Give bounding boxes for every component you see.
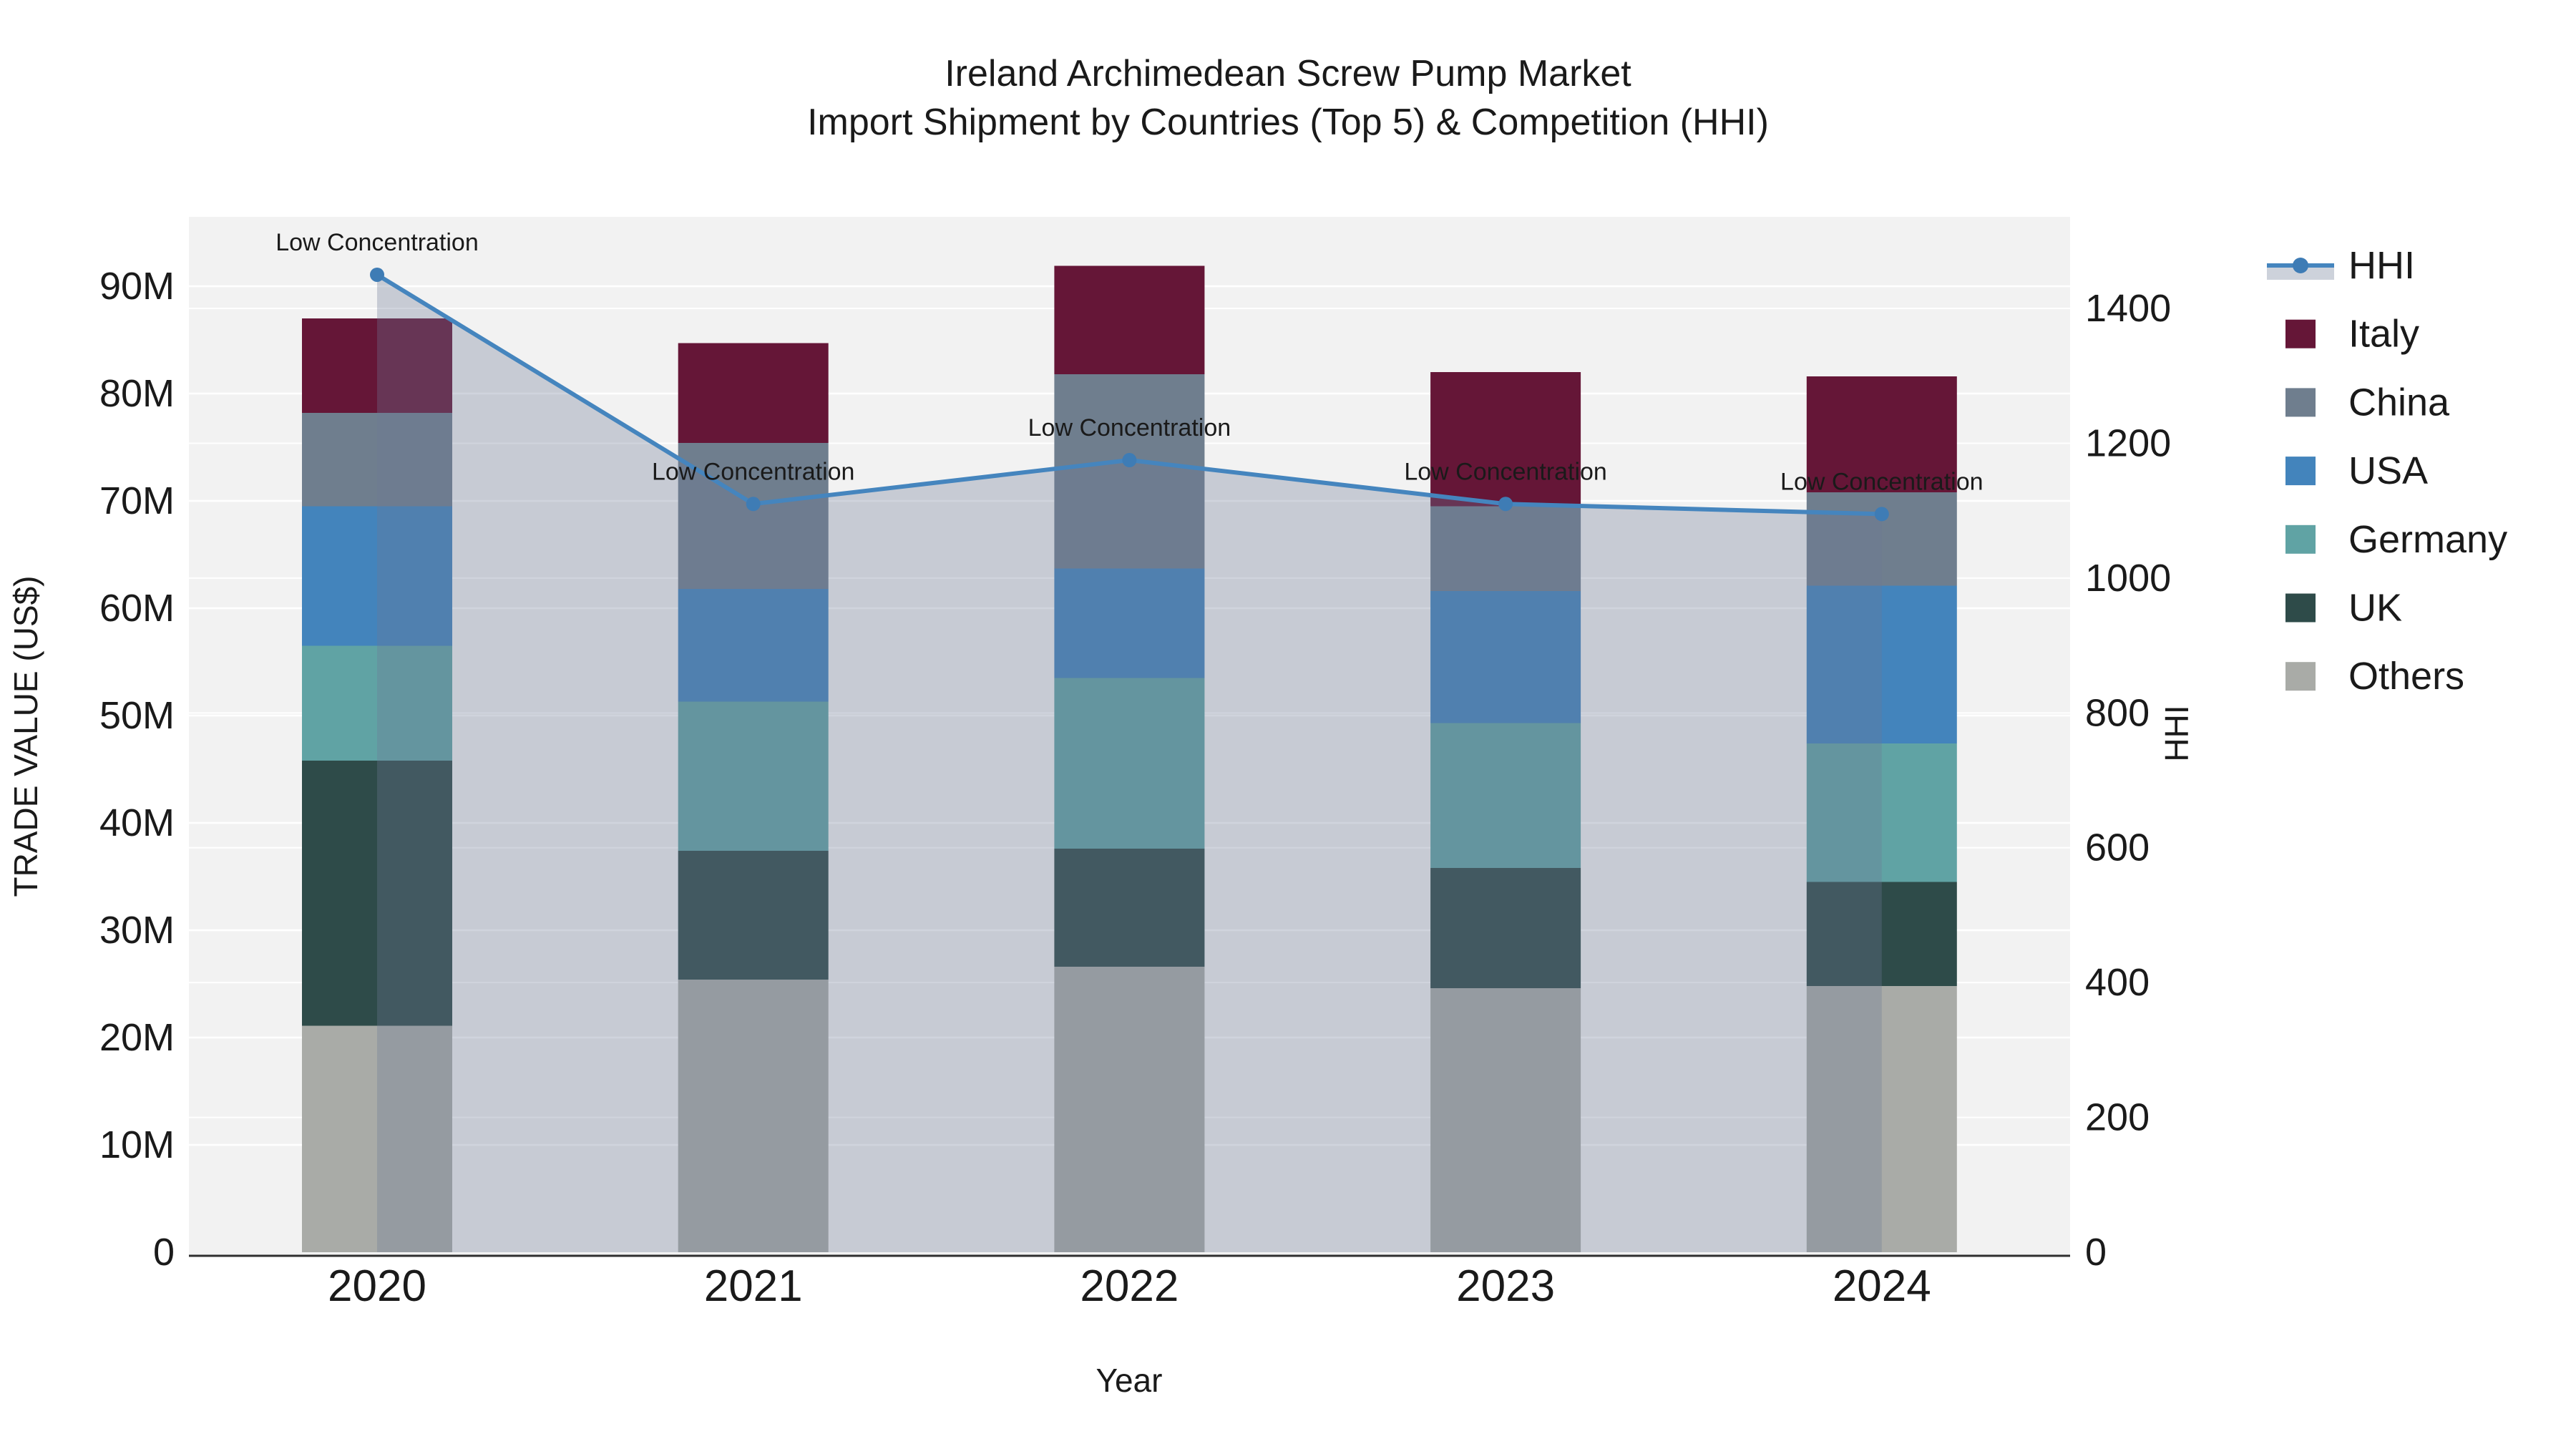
legend-item-hhi[interactable]: HHI bbox=[2267, 244, 2415, 287]
bar-segment-usa-2023[interactable] bbox=[1430, 591, 1581, 723]
bar-segment-uk-2022[interactable] bbox=[1054, 849, 1205, 967]
x-tick-2024: 2024 bbox=[1833, 1262, 1931, 1311]
bar-segment-germany-2023[interactable] bbox=[1430, 723, 1581, 869]
legend-label-others: Others bbox=[2348, 655, 2464, 698]
y-right-tick-0: 0 bbox=[2085, 1231, 2107, 1274]
legend-item-germany[interactable]: Germany bbox=[2285, 518, 2507, 561]
y-left-tick-80M: 80M bbox=[99, 372, 175, 415]
bar-segment-italy-2021[interactable] bbox=[678, 343, 829, 444]
x-tick-2020: 2020 bbox=[328, 1262, 426, 1311]
x-tick-2022: 2022 bbox=[1080, 1262, 1179, 1311]
bar-segment-others-2020[interactable] bbox=[302, 1025, 452, 1253]
bar-segment-others-2021[interactable] bbox=[678, 980, 829, 1252]
y-right-tick-600: 600 bbox=[2085, 826, 2150, 869]
legend-label-italy: Italy bbox=[2348, 313, 2419, 356]
bar-segment-usa-2024[interactable] bbox=[1806, 585, 1957, 744]
annotation-2020: Low Concentration bbox=[275, 229, 479, 256]
legend-label-germany: Germany bbox=[2348, 518, 2507, 561]
bar-segment-uk-2021[interactable] bbox=[678, 851, 829, 980]
legend-hhi-marker-icon bbox=[2293, 258, 2308, 273]
bar-segment-china-2022[interactable] bbox=[1054, 374, 1205, 569]
y-left-tick-40M: 40M bbox=[99, 801, 175, 844]
annotations-group: Low Concentration Low Concentration Low Co… bbox=[275, 229, 1983, 495]
bar-segment-usa-2020[interactable] bbox=[302, 506, 452, 646]
bar-segment-china-2020[interactable] bbox=[302, 413, 452, 507]
bar-segment-germany-2024[interactable] bbox=[1806, 743, 1957, 882]
y-left-tick-90M: 90M bbox=[99, 265, 175, 308]
bar-segment-germany-2021[interactable] bbox=[678, 701, 829, 852]
legend-item-italy[interactable]: Italy bbox=[2285, 313, 2419, 356]
bar-segment-others-2024[interactable] bbox=[1806, 986, 1957, 1252]
legend-swatch-uk bbox=[2285, 593, 2316, 623]
legend-swatch-italy bbox=[2285, 319, 2316, 348]
chart-title-line2: Import Shipment by Countries (Top 5) & C… bbox=[807, 102, 1769, 143]
hhi-area-fill bbox=[377, 275, 1882, 1252]
y-left-tick-70M: 70M bbox=[99, 479, 175, 522]
hhi-markers-group bbox=[370, 267, 1889, 522]
legend-item-uk[interactable]: UK bbox=[2285, 587, 2402, 630]
annotation-2024: Low Concentration bbox=[1780, 468, 1984, 495]
y-right-tick-200: 200 bbox=[2085, 1096, 2150, 1139]
bar-segment-usa-2021[interactable] bbox=[678, 589, 829, 702]
x-tick-2021: 2021 bbox=[704, 1262, 803, 1311]
bar-segment-usa-2022[interactable] bbox=[1054, 568, 1205, 678]
legend-swatch-usa bbox=[2285, 457, 2316, 486]
y-right-tick-1000: 1000 bbox=[2085, 557, 2171, 600]
legend-swatch-china bbox=[2285, 388, 2316, 417]
y-right-tick-1200: 1200 bbox=[2085, 421, 2171, 464]
y-right-tick-400: 400 bbox=[2085, 961, 2150, 1004]
legend-label-china: China bbox=[2348, 381, 2450, 424]
legend-item-others[interactable]: Others bbox=[2285, 655, 2464, 698]
y-left-tick-30M: 30M bbox=[99, 909, 175, 952]
annotation-2021: Low Concentration bbox=[652, 458, 855, 485]
y-axis-left-title: TRADE VALUE (US$) bbox=[7, 575, 44, 897]
legend-label-usa: USA bbox=[2348, 449, 2428, 492]
bar-segment-italy-2024[interactable] bbox=[1806, 376, 1957, 492]
bar-series-group bbox=[302, 265, 1957, 1253]
legend-label-hhi: HHI bbox=[2348, 244, 2415, 287]
y-axis-right-ticks: 0 200 400 600 800 1000 1200 1400 bbox=[2085, 287, 2171, 1274]
bar-segment-italy-2020[interactable] bbox=[302, 318, 452, 413]
chart-title-line1: Ireland Archimedean Screw Pump Market bbox=[945, 53, 1631, 94]
legend-swatch-others bbox=[2285, 662, 2316, 691]
bar-segment-uk-2024[interactable] bbox=[1806, 882, 1957, 987]
x-axis-title: Year bbox=[1096, 1362, 1163, 1399]
bar-segment-italy-2023[interactable] bbox=[1430, 372, 1581, 507]
annotation-2023: Low Concentration bbox=[1404, 458, 1607, 485]
y-left-tick-0: 0 bbox=[153, 1231, 175, 1274]
bar-segment-italy-2022[interactable] bbox=[1054, 265, 1205, 375]
y-axis-right-title: HHI bbox=[2158, 705, 2195, 761]
y-axis-left-ticks: 0 10M 20M 30M 40M 50M 60M 70M 80M 90M bbox=[99, 265, 175, 1274]
hhi-marker-2020[interactable] bbox=[370, 267, 384, 282]
y-left-tick-20M: 20M bbox=[99, 1016, 175, 1059]
y-right-tick-1400: 1400 bbox=[2085, 287, 2171, 330]
legend-item-usa[interactable]: USA bbox=[2285, 449, 2428, 492]
legend-label-uk: UK bbox=[2348, 587, 2402, 630]
x-axis-ticks: 2020 2021 2022 2023 2024 bbox=[328, 1262, 1931, 1311]
annotation-2022: Low Concentration bbox=[1028, 414, 1231, 441]
legend: HHI Italy China USA Germany UK Others bbox=[2267, 244, 2507, 698]
hhi-marker-2022[interactable] bbox=[1122, 453, 1137, 468]
y-left-tick-10M: 10M bbox=[99, 1123, 175, 1166]
x-tick-2023: 2023 bbox=[1456, 1262, 1555, 1311]
y-left-tick-60M: 60M bbox=[99, 587, 175, 630]
bar-segment-germany-2020[interactable] bbox=[302, 645, 452, 761]
bar-segment-uk-2020[interactable] bbox=[302, 761, 452, 1026]
y-right-tick-800: 800 bbox=[2085, 691, 2150, 734]
hhi-marker-2024[interactable] bbox=[1874, 507, 1889, 522]
hhi-marker-2023[interactable] bbox=[1498, 497, 1513, 512]
hhi-marker-2021[interactable] bbox=[746, 497, 761, 512]
legend-swatch-germany bbox=[2285, 525, 2316, 554]
legend-item-china[interactable]: China bbox=[2285, 381, 2450, 424]
bar-segment-china-2021[interactable] bbox=[678, 443, 829, 589]
bar-segment-others-2023[interactable] bbox=[1430, 988, 1581, 1252]
bar-segment-germany-2022[interactable] bbox=[1054, 678, 1205, 849]
bar-segment-others-2022[interactable] bbox=[1054, 967, 1205, 1252]
y-left-tick-50M: 50M bbox=[99, 694, 175, 737]
bar-segment-uk-2023[interactable] bbox=[1430, 868, 1581, 988]
bar-segment-china-2023[interactable] bbox=[1430, 506, 1581, 592]
